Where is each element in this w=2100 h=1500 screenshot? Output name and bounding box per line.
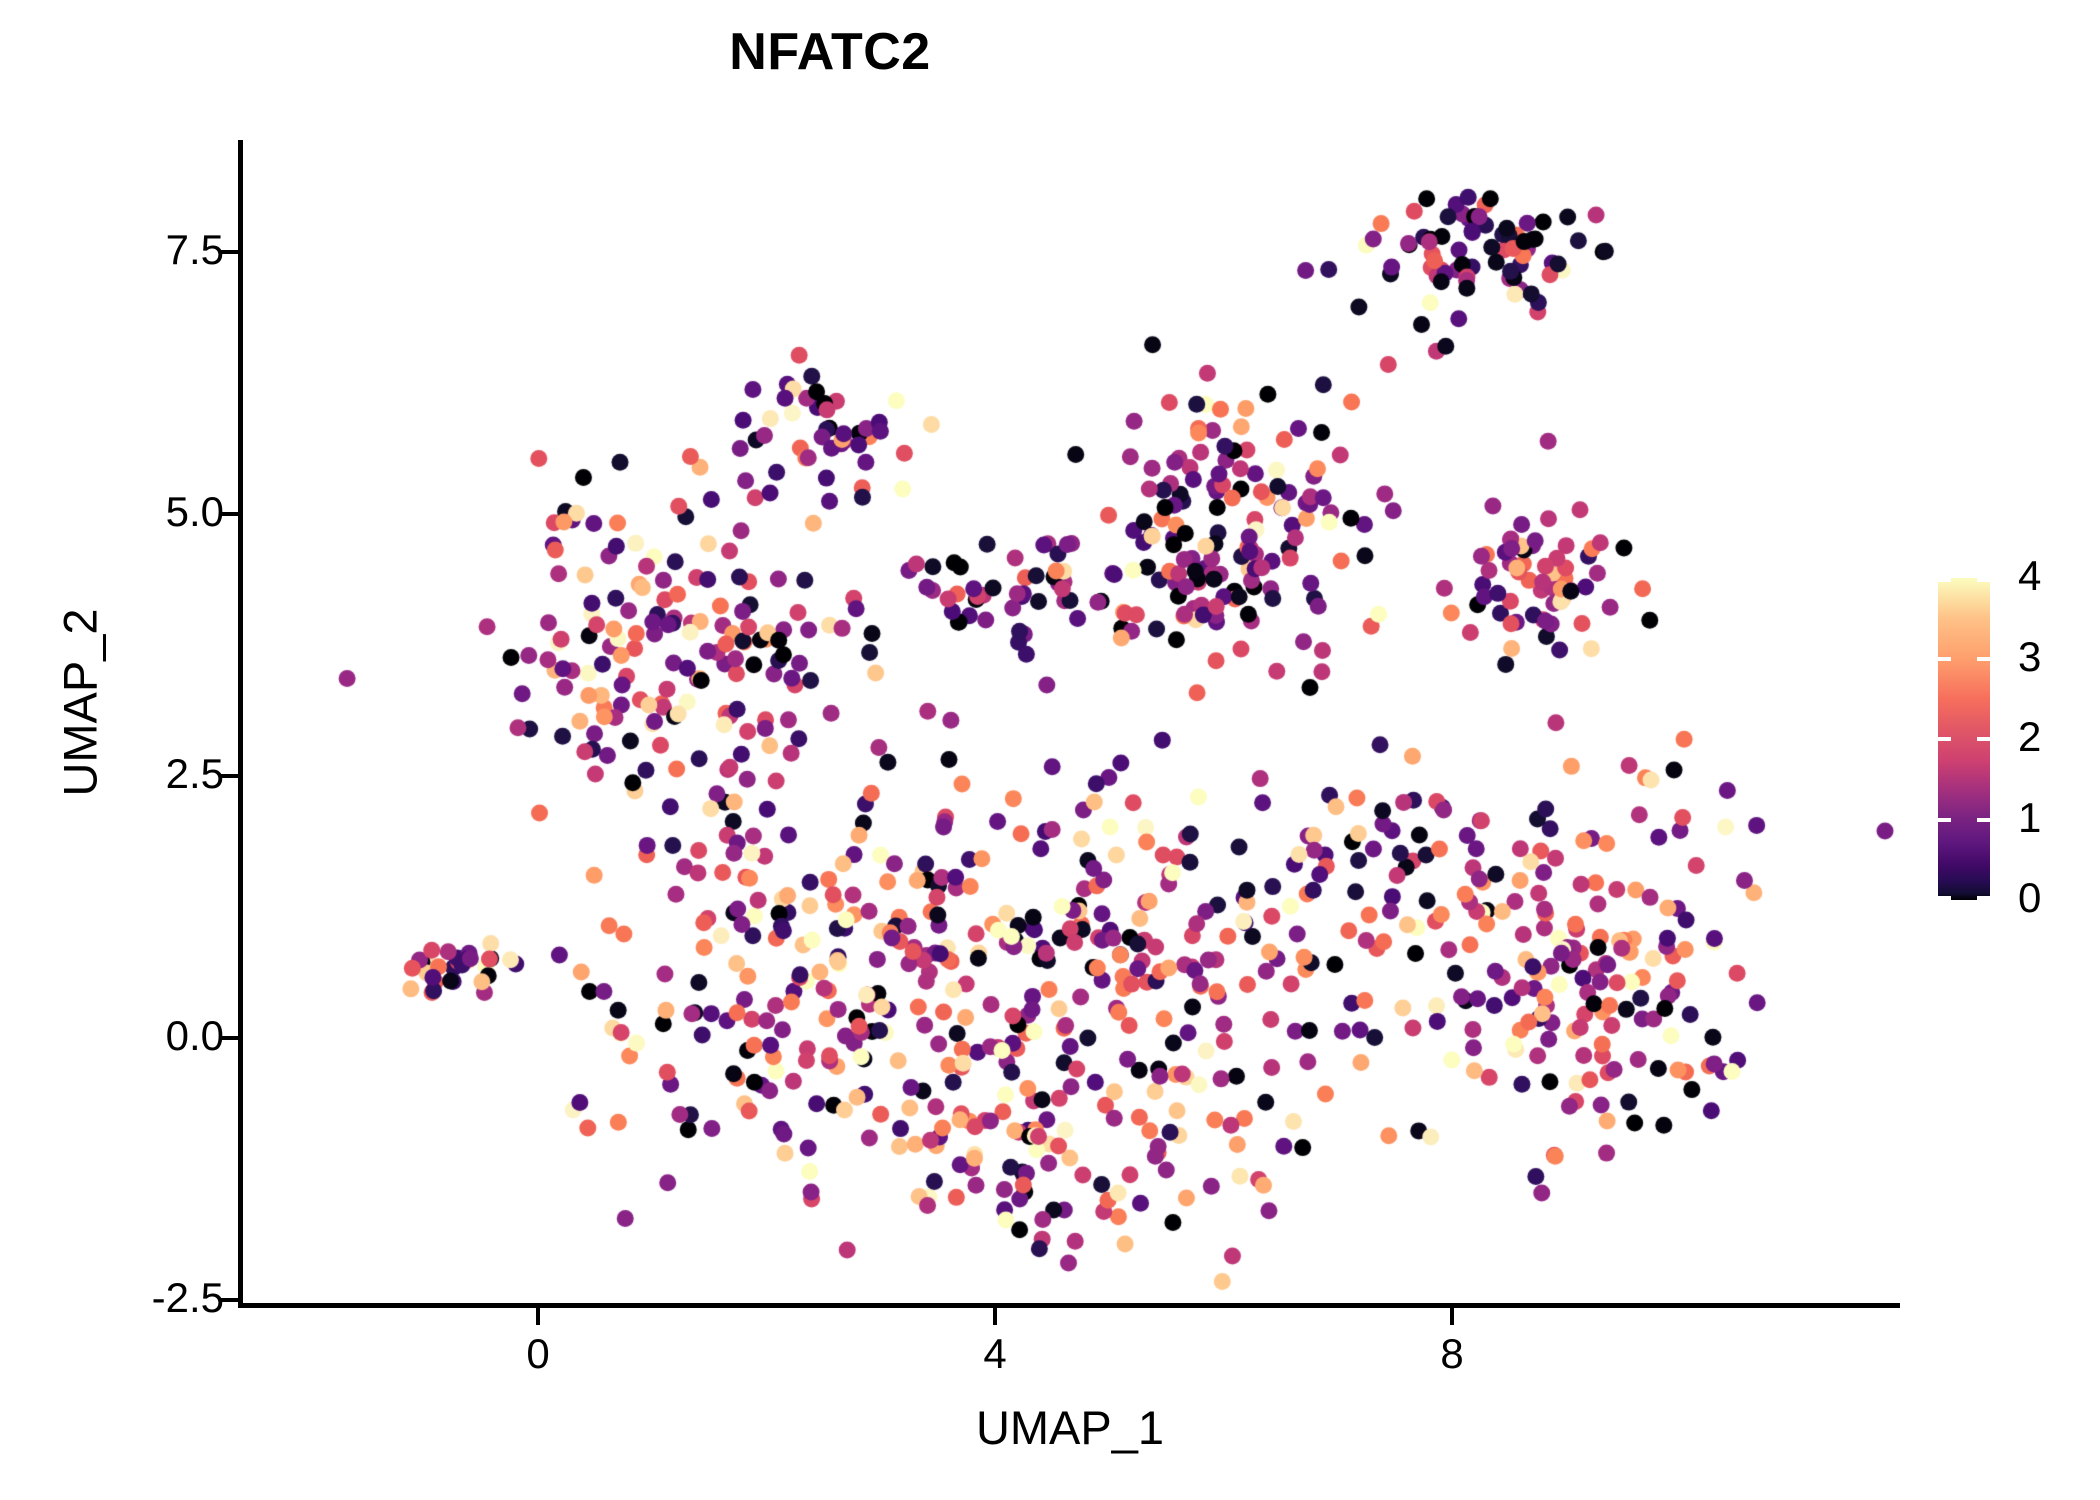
colorbar-tick-label: 0 — [2018, 874, 2042, 921]
colorbar-tick-mark — [1938, 656, 1951, 661]
page-title: NFATC2 — [729, 23, 931, 81]
y-tick-label: 2.5 — [165, 750, 224, 797]
x-axis-title: UMAP_1 — [975, 1401, 1165, 1454]
colorbar-tick-label: 4 — [2018, 552, 2042, 599]
y-axis-title: UMAP_2 — [53, 608, 107, 797]
x-tick-label: 8 — [1440, 1330, 1464, 1377]
color-legend[interactable]: 4 3 2 1 0 — [1938, 552, 2088, 921]
scatter-points-canvas[interactable] — [240, 140, 1900, 1305]
x-tick-label: 0 — [526, 1330, 550, 1377]
colorbar-tick-mark — [1938, 896, 1951, 900]
x-tick-mark — [1450, 1308, 1454, 1325]
colorbar-tick-mark — [1977, 578, 1990, 582]
colorbar-tick-label: 3 — [2018, 632, 2042, 680]
colorbar-tick-mark — [1938, 817, 1951, 822]
x-axis-line — [238, 1303, 1900, 1308]
y-tick-mark — [221, 512, 238, 516]
y-tick-label: 0.0 — [165, 1012, 224, 1059]
x-tick-mark — [536, 1308, 540, 1325]
colorbar-tick-mark — [1977, 656, 1990, 661]
y-tick-label: 7.5 — [165, 226, 224, 273]
colorbar-tick-mark — [1977, 896, 1990, 900]
y-tick-mark — [221, 774, 238, 778]
plot-panel[interactable] — [240, 140, 1900, 1305]
x-tick-mark — [993, 1308, 997, 1325]
y-tick-label: 5.0 — [165, 488, 224, 535]
y-axis-line — [238, 140, 243, 1308]
y-tick-mark — [221, 1036, 238, 1040]
y-tick-mark — [221, 1298, 238, 1302]
colorbar-tick-mark — [1977, 737, 1990, 741]
x-tick-label: 4 — [983, 1330, 1007, 1377]
colorbar-tick-mark — [1938, 737, 1951, 741]
colorbar-tick-mark — [1977, 817, 1990, 822]
colorbar-tick-mark — [1938, 578, 1951, 582]
colorbar-tick-label: 1 — [2018, 793, 2042, 841]
y-tick-label: -2.5 — [151, 1274, 224, 1321]
y-tick-mark — [221, 250, 238, 254]
colorbar-tick-label: 2 — [2018, 713, 2042, 760]
